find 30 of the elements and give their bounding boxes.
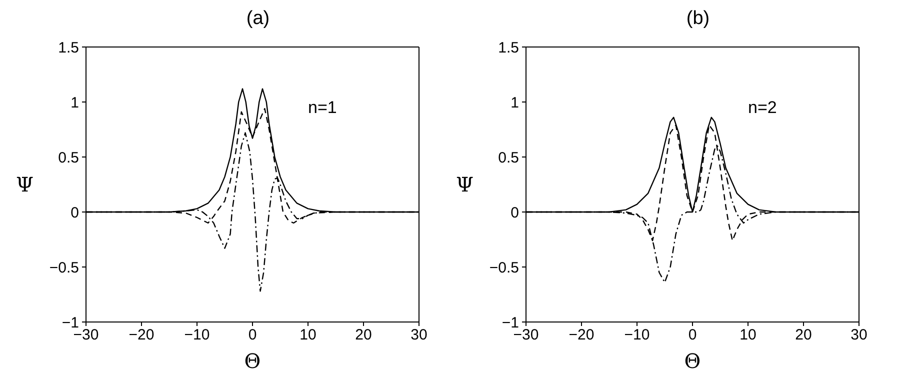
chart-title: (b) bbox=[685, 8, 711, 30]
y-tick-label: 1 bbox=[70, 94, 79, 112]
chart-title: (a) bbox=[245, 8, 271, 30]
y-axis-title: Ψ bbox=[16, 172, 34, 197]
x-tick-label: 30 bbox=[410, 326, 428, 344]
y-tick-label: 1 bbox=[510, 94, 519, 112]
y-axis-title: Ψ bbox=[456, 172, 474, 197]
annotation: n=2 bbox=[748, 98, 777, 118]
y-tick-label: −0.5 bbox=[489, 259, 519, 276]
y-tick-label: 1.5 bbox=[498, 39, 519, 56]
x-tick-label: 10 bbox=[740, 326, 756, 344]
y-tick-label: 0.5 bbox=[58, 149, 79, 166]
x-tick-label: −20 bbox=[128, 326, 154, 344]
x-tick-label: 30 bbox=[850, 326, 868, 344]
x-tick-label: 0 bbox=[688, 326, 697, 344]
x-tick-label: −10 bbox=[624, 326, 650, 344]
y-tick-label: 0.5 bbox=[498, 149, 519, 166]
x-tick-label: 0 bbox=[248, 326, 257, 344]
x-tick-label: 20 bbox=[795, 326, 812, 344]
y-tick-label: 0 bbox=[510, 204, 519, 222]
x-tick-label: 10 bbox=[300, 326, 316, 344]
y-tick-label: −0.5 bbox=[49, 259, 79, 276]
x-axis-title: Θ bbox=[684, 349, 701, 373]
x-tick-label: −10 bbox=[184, 326, 210, 344]
y-tick-label: 0 bbox=[70, 204, 79, 222]
x-tick-label: 20 bbox=[355, 326, 372, 344]
x-tick-label: −20 bbox=[568, 326, 594, 344]
x-axis-title: Θ bbox=[244, 349, 261, 373]
annotation: n=1 bbox=[308, 98, 337, 118]
y-tick-label: 1.5 bbox=[58, 39, 79, 56]
